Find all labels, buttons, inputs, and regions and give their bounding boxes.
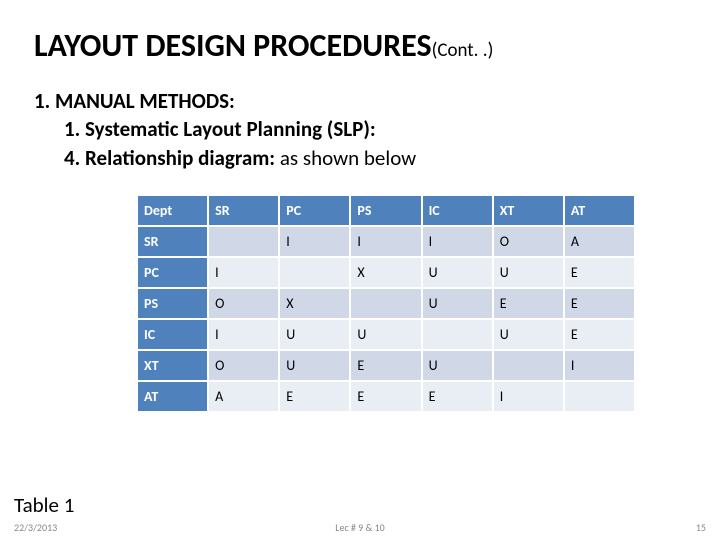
body-line-3: 4. Relationship diagram: as shown below [64,144,686,172]
table-cell: U [279,319,350,350]
table-cell [493,350,564,381]
row-header: PS [137,288,208,319]
table-cell: I [422,226,493,257]
table-row: XT O U E U I [137,350,635,381]
table-cell: E [350,381,421,412]
table-cell: U [493,257,564,288]
table-cell: E [279,381,350,412]
table-cell [208,226,279,257]
table-cell: O [493,226,564,257]
col-header: PS [350,195,421,226]
table-cell: E [350,350,421,381]
table-row: AT A E E E I [137,381,635,412]
table-cell: I [208,319,279,350]
table-cell: E [564,288,635,319]
table-row: SR I I I O A [137,226,635,257]
table-cell: E [422,381,493,412]
table-cell: U [422,257,493,288]
table-cell [279,257,350,288]
table-cell [350,288,421,319]
col-header: AT [564,195,635,226]
table-cell: U [422,288,493,319]
table-cell: I [350,226,421,257]
table-cell: E [564,257,635,288]
table-cell: U [422,350,493,381]
table-header-row: Dept SR PC PS IC XT AT [137,195,635,226]
title-cont: (Cont. .) [432,39,494,62]
col-header: SR [208,195,279,226]
col-header: Dept [137,195,208,226]
col-header: IC [422,195,493,226]
table-cell [564,381,635,412]
table-row: PC I X U U E [137,257,635,288]
table-cell: U [279,350,350,381]
table-cell: O [208,288,279,319]
row-header: PC [137,257,208,288]
col-header: PC [279,195,350,226]
table-row: PS O X U E E [137,288,635,319]
footer-center: Lec # 9 & 10 [0,521,720,534]
table-cell: A [208,381,279,412]
table-cell: I [564,350,635,381]
table-cell: I [279,226,350,257]
body-text: 1. MANUAL METHODS: 1. Systematic Layout … [34,87,686,172]
relationship-table: Dept SR PC PS IC XT AT SR I I I O A PC I [136,194,636,413]
slide: LAYOUT DESIGN PROCEDURES(Cont. .) 1. MAN… [0,0,720,540]
body-line-2: 1. Systematic Layout Planning (SLP): [64,115,686,143]
row-header: AT [137,381,208,412]
table-cell: O [208,350,279,381]
table-row: IC I U U U E [137,319,635,350]
table-caption: Table 1 [14,492,74,518]
table-cell: I [493,381,564,412]
footer-page-number: 15 [696,521,706,534]
slide-title: LAYOUT DESIGN PROCEDURES(Cont. .) [34,26,686,65]
table-cell: U [493,319,564,350]
table-cell [422,319,493,350]
body-line-3-bold: 4. Relationship diagram: [64,145,275,171]
table-cell: A [564,226,635,257]
row-header: SR [137,226,208,257]
col-header: XT [493,195,564,226]
body-line-3-rest: as shown below [275,145,416,171]
table-cell: E [564,319,635,350]
table-cell: X [350,257,421,288]
row-header: XT [137,350,208,381]
row-header: IC [137,319,208,350]
table-cell: X [279,288,350,319]
body-line-1: 1. MANUAL METHODS: [34,87,686,115]
table-cell: U [350,319,421,350]
title-main: LAYOUT DESIGN PROCEDURES [34,26,432,65]
table-cell: I [208,257,279,288]
table-cell: E [493,288,564,319]
